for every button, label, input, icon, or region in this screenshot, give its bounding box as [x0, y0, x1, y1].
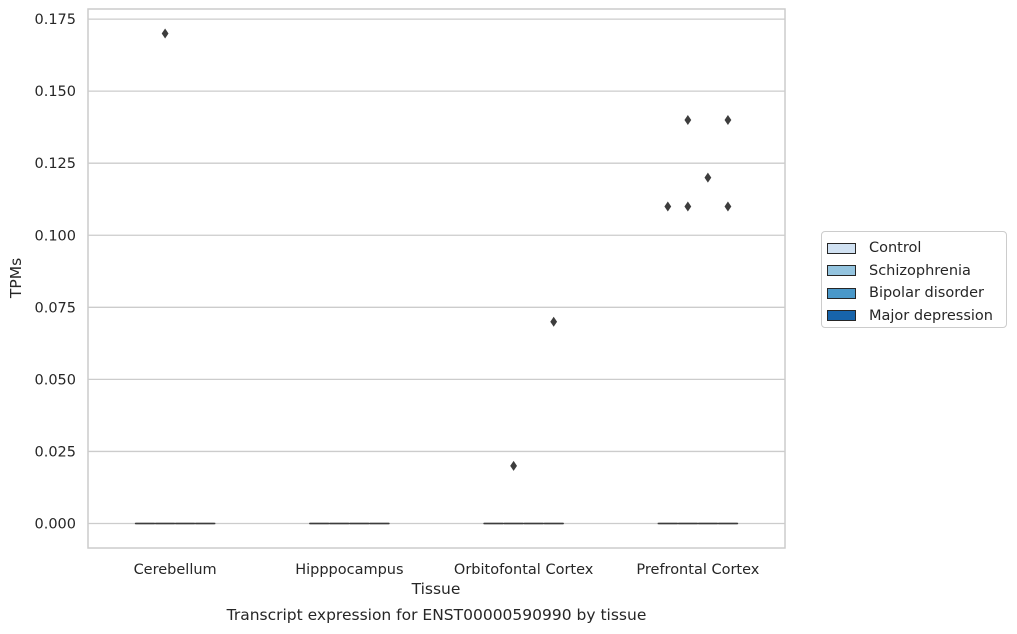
plot-frame: [87, 8, 786, 549]
legend-swatch: [827, 265, 856, 277]
y-tick-label: 0.125: [34, 156, 76, 172]
legend-item: Major depression: [827, 305, 1006, 328]
outlier-point: [684, 114, 692, 125]
legend-label: Major depression: [869, 307, 993, 324]
legend-label: Bipolar disorder: [869, 285, 984, 302]
outlier-point: [724, 201, 732, 212]
x-tick-label: Prefrontal Cortex: [636, 562, 759, 578]
x-tick-labels: Cerebellum Hipppocampus Orbitofontal Corte…: [134, 562, 760, 578]
outlier-points: [161, 28, 732, 471]
grid-lines: [88, 18, 785, 525]
legend-swatch: [827, 242, 856, 254]
outlier-point: [664, 201, 672, 212]
outlier-point: [550, 316, 558, 327]
outlier-point: [724, 114, 732, 125]
x-tick-label: Cerebellum: [134, 562, 217, 578]
legend-label: Control: [869, 240, 922, 257]
x-axis-label: Tissue: [411, 580, 461, 598]
y-tick-label: 0.050: [34, 372, 76, 388]
y-tick-label: 0.075: [34, 300, 76, 316]
y-tick-label: 0.100: [34, 228, 76, 244]
y-tick-label: 0.000: [34, 517, 76, 533]
y-tick-label: 0.175: [34, 12, 76, 28]
y-axis-label: TPMs: [7, 258, 25, 299]
legend-item: Control: [827, 237, 1006, 260]
chart-title: Transcript expression for ENST0000059099…: [226, 606, 647, 624]
y-tick-label: 0.025: [34, 444, 76, 460]
outlier-point: [510, 460, 518, 471]
y-tick-labels: 0.000 0.025 0.050 0.075 0.100 0.125 0.150 0.175: [34, 12, 76, 532]
legend-label: Schizophrenia: [869, 262, 971, 279]
outlier-point: [684, 201, 692, 212]
x-tick-label: Hipppocampus: [295, 562, 403, 578]
legend-swatch: [827, 310, 856, 322]
outlier-point: [704, 172, 712, 183]
legend-swatch: [827, 287, 856, 299]
x-tick-label: Orbitofontal Cortex: [454, 562, 594, 578]
outlier-point: [161, 28, 169, 39]
y-tick-label: 0.150: [34, 84, 76, 100]
legend-item: Bipolar disorder: [827, 282, 1006, 305]
legend: Control Schizophrenia Bipolar disorder Majo…: [821, 231, 1007, 328]
legend-item: Schizophrenia: [827, 260, 1006, 283]
